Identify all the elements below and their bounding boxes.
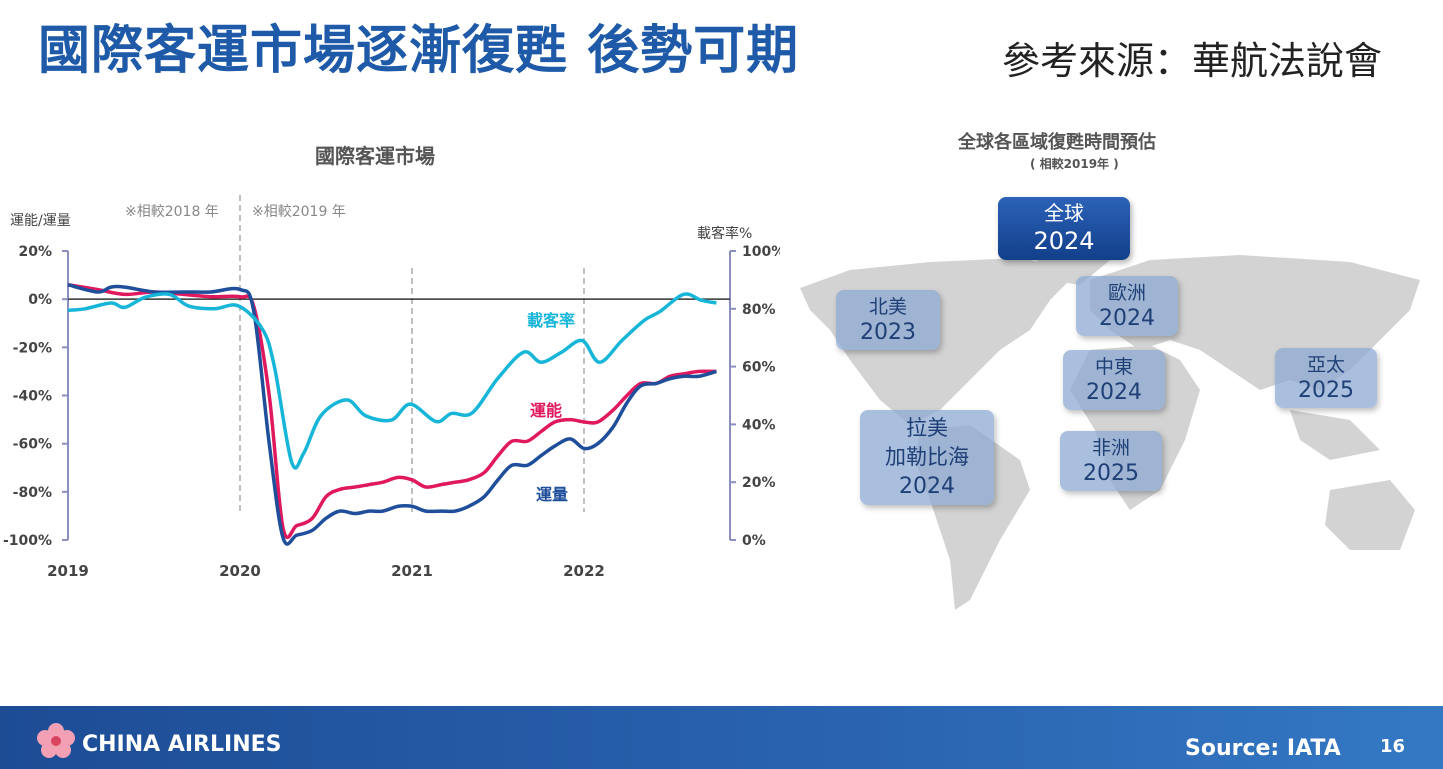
right-tick-label: 80% [742, 302, 776, 318]
left-tick-label: -60% [13, 437, 52, 453]
left-tick-label: -20% [13, 340, 52, 356]
region-north-america: 北美 2023 [836, 290, 940, 350]
right-tick-label: 60% [742, 360, 776, 376]
australia-shape [1325, 480, 1415, 550]
plum-blossom-logo-icon [37, 723, 75, 758]
left-tick-label: -100% [3, 533, 52, 549]
region-europe: 歐洲 2024 [1076, 276, 1178, 336]
region-year: 2024 [1099, 306, 1155, 331]
left-tick-label: -40% [13, 389, 52, 405]
x-tick-label: 2020 [219, 562, 261, 580]
china-airlines-logo: CHINA AIRLINES [82, 732, 282, 757]
series-line-運能 [67, 282, 717, 539]
source-label: Source: IATA [1185, 736, 1341, 761]
region-global: 全球 2024 [998, 197, 1130, 260]
region-label: 歐洲 [1107, 282, 1146, 304]
slide-title: 國際客運市場逐漸復甦 後勢可期 [38, 21, 800, 81]
region-label: 亞太 [1306, 354, 1345, 376]
region-africa: 非洲 2025 [1060, 431, 1162, 491]
region-label: 全球 [1044, 201, 1084, 225]
series-label: 運量 [536, 485, 568, 504]
region-label: 北美 [868, 296, 907, 318]
region-year: 2023 [860, 320, 916, 345]
region-year: 2025 [1083, 461, 1139, 486]
series-line-運量 [67, 283, 717, 546]
x-tick-label: 2019 [47, 562, 89, 580]
right-tick-label: 40% [742, 417, 776, 433]
right-tick-label: 20% [742, 475, 776, 491]
x-tick-label: 2021 [391, 562, 433, 580]
map-subtitle: ( 相較2019年 ) [1030, 157, 1119, 171]
region-year: 2024 [1033, 227, 1095, 255]
se-asia-shape [1290, 410, 1380, 460]
region-middle-east: 中東 2024 [1063, 350, 1165, 410]
series-label: 載客率 [527, 311, 575, 330]
passenger-market-chart: 20% 0% -20% -40% -60% -80% -100% 100% 80% 60% 40% 2… [3, 195, 780, 580]
footer: CHINA AIRLINES Source: IATA 16 [0, 706, 1443, 769]
right-axis-label: 載客率% [697, 225, 752, 242]
left-tick-label: -80% [13, 485, 52, 501]
right-tick-label: 0% [742, 533, 766, 549]
region-year: 2024 [899, 474, 955, 499]
annotation-2019: ※相較2019 年 [252, 204, 346, 220]
page-number: 16 [1380, 736, 1406, 757]
region-year: 2024 [1086, 380, 1142, 405]
reference-source: 參考來源：華航法說會 [1002, 39, 1383, 83]
map-title: 全球各區域復甦時間預估 [958, 132, 1156, 153]
region-asia-pacific: 亞太 2025 [1275, 348, 1377, 408]
region-label: 加勒比海 [885, 445, 969, 469]
region-label: 拉美 [906, 416, 948, 440]
right-tick-label: 100% [742, 244, 780, 260]
left-tick-label: 20% [18, 244, 52, 260]
annotation-2018: ※相較2018 年 [125, 204, 219, 220]
region-label: 中東 [1094, 356, 1133, 378]
region-label: 非洲 [1091, 437, 1130, 459]
series-line-載客率 [67, 292, 717, 470]
region-year: 2025 [1298, 378, 1354, 403]
region-latin-america: 拉美加勒比海 2024 [860, 410, 994, 505]
chart-title: 國際客運市場 [315, 144, 435, 168]
left-tick-label: 0% [28, 292, 52, 308]
series-label: 運能 [530, 401, 562, 420]
x-tick-label: 2022 [563, 562, 605, 580]
left-axis-label: 運能/運量 [10, 213, 71, 229]
